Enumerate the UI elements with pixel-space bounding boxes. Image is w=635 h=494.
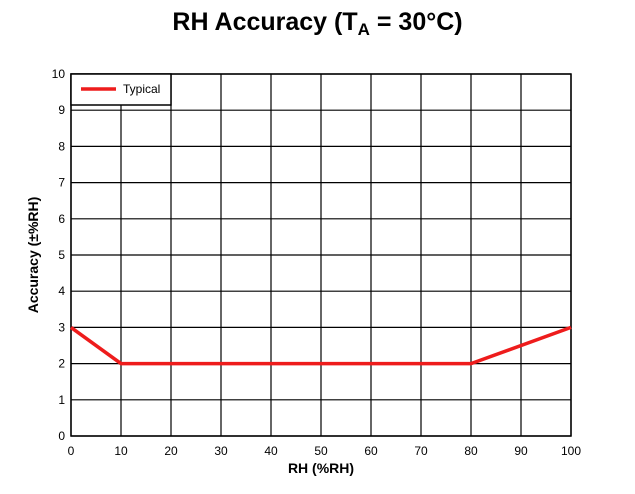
plot-frame <box>70 73 572 437</box>
y-axis-label: Accuracy (±%RH) <box>25 197 41 314</box>
x-tick-label: 70 <box>414 444 428 458</box>
y-tick-label: 7 <box>58 176 65 190</box>
title-tail: = 30°C) <box>369 8 463 36</box>
x-tick-label: 90 <box>514 444 528 458</box>
y-tick-label: 2 <box>58 357 65 371</box>
x-tick-label: 20 <box>164 444 178 458</box>
x-tick-label: 40 <box>264 444 278 458</box>
x-tick-label: 100 <box>561 444 581 458</box>
y-tick-label: 5 <box>58 248 65 262</box>
title-subscript: A <box>357 20 370 39</box>
y-tick-label: 10 <box>52 67 66 81</box>
legend: Typical <box>70 73 172 106</box>
x-tick-label: 50 <box>314 444 328 458</box>
y-tick-label: 4 <box>58 284 65 298</box>
y-tick-label: 0 <box>58 429 65 443</box>
series-layer <box>69 325 572 366</box>
tick-labels: 0 10 20 30 40 50 60 70 80 90 100 0 1 2 3 4 5 6 7 8 9 10 <box>52 67 582 458</box>
x-axis-label: RH (%RH) <box>288 460 354 476</box>
y-tick-label: 3 <box>58 320 65 334</box>
legend-label: Typical <box>123 82 160 96</box>
x-tick-label: 80 <box>464 444 478 458</box>
chart-title: RH Accuracy (TA = 30°C) <box>0 8 635 40</box>
y-tick-label: 6 <box>58 212 65 226</box>
grid <box>70 73 572 437</box>
x-tick-label: 60 <box>364 444 378 458</box>
series-line-typical <box>69 325 572 366</box>
y-tick-label: 1 <box>58 393 65 407</box>
x-tick-label: 0 <box>68 444 75 458</box>
title-main: RH Accuracy (T <box>172 8 358 36</box>
x-tick-label: 30 <box>214 444 228 458</box>
y-tick-label: 9 <box>58 103 65 117</box>
y-tick-label: 8 <box>58 139 65 153</box>
x-tick-label: 10 <box>114 444 128 458</box>
